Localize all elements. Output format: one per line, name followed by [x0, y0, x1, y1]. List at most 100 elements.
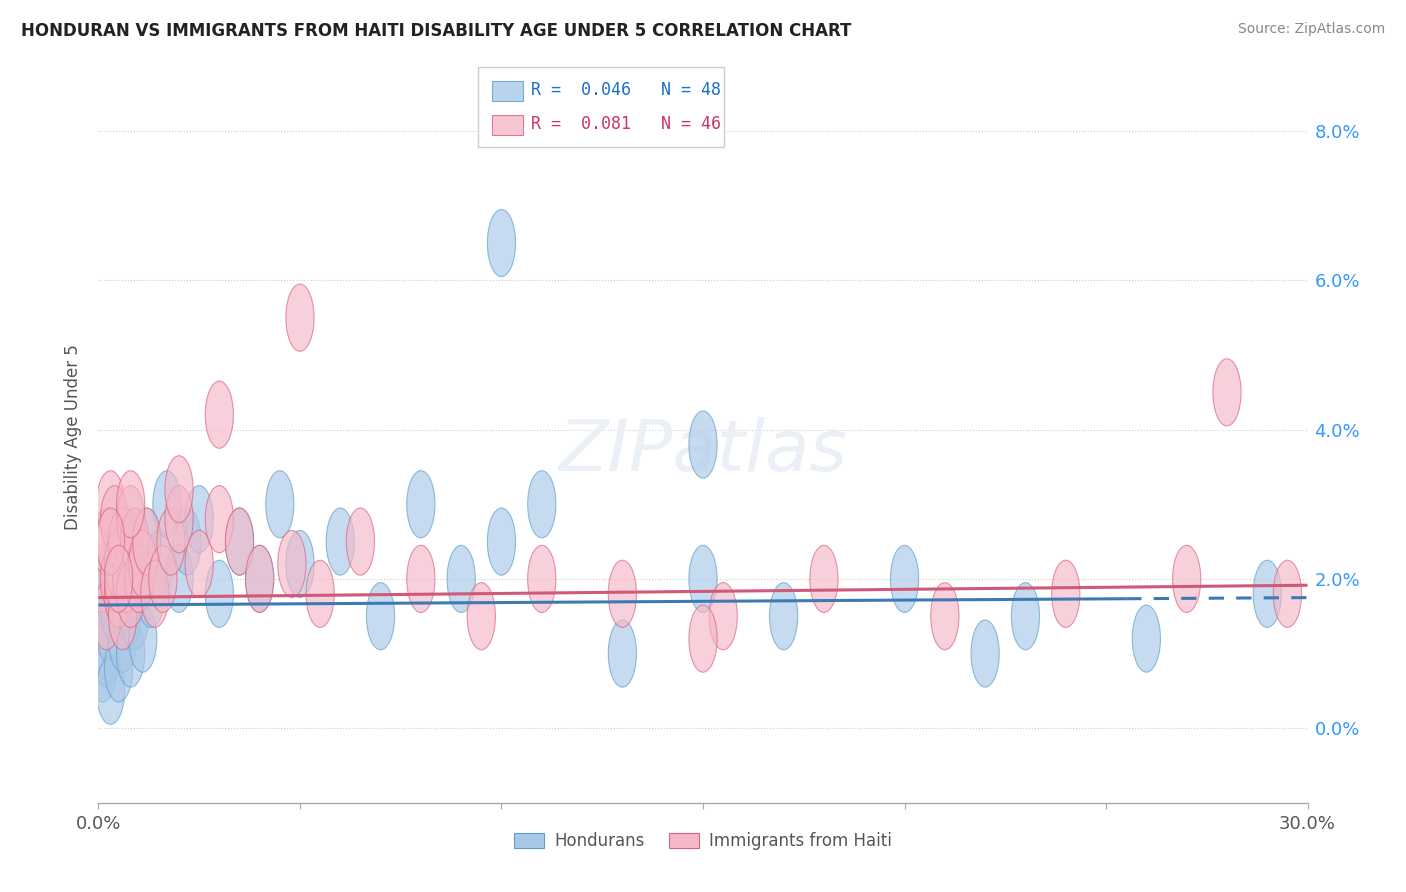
Ellipse shape: [104, 560, 132, 627]
Ellipse shape: [609, 560, 637, 627]
Ellipse shape: [117, 560, 145, 627]
Ellipse shape: [467, 582, 495, 649]
Ellipse shape: [97, 471, 125, 538]
Ellipse shape: [100, 545, 129, 613]
Ellipse shape: [157, 508, 186, 575]
Ellipse shape: [205, 381, 233, 449]
Ellipse shape: [121, 582, 149, 649]
Ellipse shape: [121, 508, 149, 575]
Ellipse shape: [527, 471, 555, 538]
Ellipse shape: [117, 485, 145, 553]
Ellipse shape: [97, 598, 125, 665]
Ellipse shape: [149, 545, 177, 613]
Ellipse shape: [225, 508, 253, 575]
Ellipse shape: [307, 560, 335, 627]
Ellipse shape: [108, 545, 136, 613]
Ellipse shape: [125, 545, 153, 613]
Ellipse shape: [112, 582, 141, 649]
Ellipse shape: [108, 582, 136, 649]
Ellipse shape: [326, 508, 354, 575]
Ellipse shape: [709, 582, 737, 649]
Ellipse shape: [186, 485, 214, 553]
Ellipse shape: [246, 545, 274, 613]
Ellipse shape: [1173, 545, 1201, 613]
Ellipse shape: [527, 545, 555, 613]
Text: ZIPatlas: ZIPatlas: [558, 417, 848, 486]
Ellipse shape: [689, 545, 717, 613]
Ellipse shape: [129, 531, 157, 598]
Ellipse shape: [97, 508, 125, 575]
Ellipse shape: [104, 635, 132, 702]
Ellipse shape: [931, 582, 959, 649]
Ellipse shape: [108, 605, 136, 673]
Ellipse shape: [104, 531, 132, 598]
Ellipse shape: [108, 508, 136, 575]
Ellipse shape: [145, 531, 173, 598]
Text: R =  0.081   N = 46: R = 0.081 N = 46: [531, 115, 721, 133]
Text: HONDURAN VS IMMIGRANTS FROM HAITI DISABILITY AGE UNDER 5 CORRELATION CHART: HONDURAN VS IMMIGRANTS FROM HAITI DISABI…: [21, 22, 852, 40]
Ellipse shape: [112, 545, 141, 613]
Ellipse shape: [97, 657, 125, 724]
Ellipse shape: [165, 545, 193, 613]
Text: R =  0.046   N = 48: R = 0.046 N = 48: [531, 81, 721, 99]
Ellipse shape: [132, 508, 160, 575]
Ellipse shape: [246, 545, 274, 613]
Ellipse shape: [205, 560, 233, 627]
Ellipse shape: [104, 545, 132, 613]
Ellipse shape: [890, 545, 918, 613]
Ellipse shape: [1213, 359, 1241, 425]
Ellipse shape: [141, 560, 169, 627]
Ellipse shape: [972, 620, 1000, 687]
Ellipse shape: [689, 411, 717, 478]
Ellipse shape: [93, 620, 121, 687]
Ellipse shape: [125, 545, 153, 613]
Ellipse shape: [117, 471, 145, 538]
Ellipse shape: [104, 560, 132, 627]
Ellipse shape: [89, 582, 117, 649]
Ellipse shape: [117, 560, 145, 627]
Ellipse shape: [100, 531, 129, 598]
Ellipse shape: [93, 560, 121, 627]
Ellipse shape: [488, 508, 516, 575]
Ellipse shape: [93, 508, 121, 575]
Ellipse shape: [1132, 605, 1160, 673]
Ellipse shape: [129, 605, 157, 673]
Ellipse shape: [165, 456, 193, 523]
Ellipse shape: [810, 545, 838, 613]
Y-axis label: Disability Age Under 5: Disability Age Under 5: [65, 344, 83, 530]
Ellipse shape: [205, 485, 233, 553]
Ellipse shape: [609, 620, 637, 687]
Ellipse shape: [266, 471, 294, 538]
Ellipse shape: [1011, 582, 1039, 649]
Ellipse shape: [165, 485, 193, 553]
Ellipse shape: [406, 471, 434, 538]
Ellipse shape: [1052, 560, 1080, 627]
Ellipse shape: [132, 508, 160, 575]
Ellipse shape: [186, 531, 214, 598]
Ellipse shape: [346, 508, 374, 575]
Ellipse shape: [367, 582, 395, 649]
Ellipse shape: [1274, 560, 1302, 627]
Ellipse shape: [153, 471, 181, 538]
Ellipse shape: [100, 575, 129, 642]
Ellipse shape: [97, 545, 125, 613]
Ellipse shape: [406, 545, 434, 613]
Ellipse shape: [89, 635, 117, 702]
Ellipse shape: [769, 582, 797, 649]
Ellipse shape: [93, 582, 121, 649]
Ellipse shape: [89, 545, 117, 613]
Ellipse shape: [112, 508, 141, 575]
Ellipse shape: [278, 531, 307, 598]
Ellipse shape: [285, 284, 314, 351]
Ellipse shape: [173, 508, 201, 575]
Ellipse shape: [447, 545, 475, 613]
Ellipse shape: [689, 605, 717, 673]
Ellipse shape: [136, 560, 165, 627]
Ellipse shape: [117, 620, 145, 687]
Ellipse shape: [225, 508, 253, 575]
Ellipse shape: [285, 531, 314, 598]
Legend: Hondurans, Immigrants from Haiti: Hondurans, Immigrants from Haiti: [508, 825, 898, 856]
Text: Source: ZipAtlas.com: Source: ZipAtlas.com: [1237, 22, 1385, 37]
Ellipse shape: [488, 210, 516, 277]
Ellipse shape: [1253, 560, 1281, 627]
